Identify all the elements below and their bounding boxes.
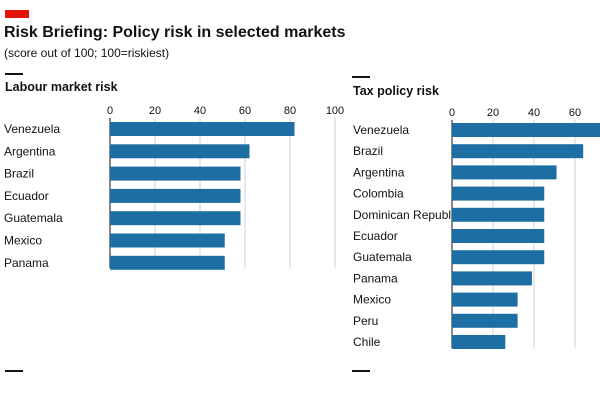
chart-2-bar <box>452 207 545 222</box>
chart-2-title: Tax policy risk <box>353 84 439 98</box>
chart-1-category-label: Brazil <box>4 167 34 181</box>
chart-2-bar <box>452 292 518 307</box>
chart-2-tick-label: 60 <box>569 107 581 119</box>
chart-1-bar <box>110 122 295 136</box>
chart-1-tick-label: 20 <box>149 105 161 117</box>
chart-2-tick-label: 40 <box>528 107 540 119</box>
chart-1-tick-label: 0 <box>107 105 113 117</box>
chart-2-tick-label: 0 <box>449 107 455 119</box>
chart-1-category-label: Panama <box>4 256 49 270</box>
chart-1-bar <box>110 255 225 270</box>
page-title: Risk Briefing: Policy risk in selected m… <box>4 24 346 41</box>
chart-2-bar <box>452 313 518 328</box>
chart-1-bar <box>110 166 241 181</box>
chart-1-category-label: Venezuela <box>4 122 60 136</box>
chart-2-category-label: Colombia <box>353 187 404 201</box>
chart-1-bar <box>110 188 241 203</box>
chart-2-tick-label: 20 <box>487 107 499 119</box>
chart-2-category-label: Brazil <box>353 144 383 158</box>
chart-1-tick-label: 80 <box>284 105 296 117</box>
chart-1-category-label: Argentina <box>4 144 56 158</box>
chart-2-category-label: Guatemala <box>353 250 412 264</box>
chart-2-bar <box>452 186 545 201</box>
chart-1-category-label: Mexico <box>4 234 42 248</box>
chart-1-tick-label: 60 <box>239 105 251 117</box>
chart-2-bottom-rule <box>352 370 370 372</box>
chart-2-bar <box>452 271 532 286</box>
chart-1-bar <box>110 144 250 159</box>
chart-2-top-rule <box>352 76 370 78</box>
chart-1-top-rule <box>5 73 23 75</box>
chart-1-title: Labour market risk <box>5 80 118 94</box>
chart-2-category-label: Panama <box>353 271 398 285</box>
chart-2-category-label: Chile <box>353 335 381 349</box>
chart-2-bar <box>452 123 600 137</box>
chart-1-bar <box>110 233 225 248</box>
chart-2-category-label: Venezuela <box>353 123 409 137</box>
page-subtitle: (score out of 100; 100=riskiest) <box>4 46 170 60</box>
chart-2-category-label: Argentina <box>353 165 405 179</box>
chart-2-bar <box>452 250 545 265</box>
brand-accent-bar <box>5 10 29 18</box>
chart-2-bar <box>452 165 557 180</box>
chart-1-tick-label: 100 <box>326 105 344 117</box>
chart-1-category-label: Guatemala <box>4 211 63 225</box>
chart-2-category-label: Ecuador <box>353 229 398 243</box>
chart-1-category-label: Ecuador <box>4 189 49 203</box>
chart-1-tick-label: 40 <box>194 105 206 117</box>
chart-2-bar <box>452 144 584 159</box>
chart-2-category-label: Dominican Republic <box>353 208 460 222</box>
chart-2-bar <box>452 229 545 243</box>
chart-1-bottom-rule <box>5 370 23 372</box>
chart-2-category-label: Mexico <box>353 293 391 307</box>
chart-2-category-label: Peru <box>353 314 378 328</box>
chart-2-bar <box>452 335 506 349</box>
chart-1-bar <box>110 211 241 226</box>
